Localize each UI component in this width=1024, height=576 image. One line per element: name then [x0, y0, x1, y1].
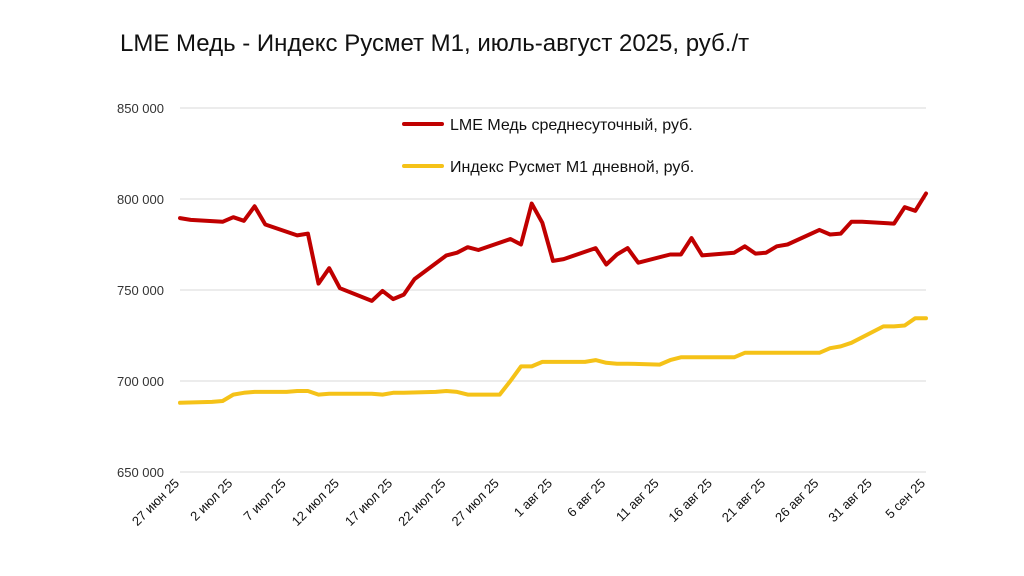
x-tick-label: 2 июл 25 [187, 476, 235, 524]
x-tick-label: 21 авг 25 [719, 476, 769, 526]
x-tick-label: 7 июл 25 [240, 476, 288, 524]
series-lines [178, 191, 928, 405]
legend: LME Медь среднесуточный, руб. Индекс Русм… [402, 117, 694, 176]
y-tick-label: 700 000 [117, 374, 164, 389]
series-line-rusmet-index [178, 316, 928, 405]
chart-title: LME Медь - Индекс Русмет М1, июль-август… [120, 30, 750, 57]
y-tick-label: 800 000 [117, 192, 164, 207]
x-tick-label: 16 авг 25 [665, 476, 715, 526]
x-tick-label: 26 авг 25 [772, 476, 822, 526]
x-tick-label: 31 авг 25 [825, 476, 875, 526]
y-tick-label: 650 000 [117, 465, 164, 480]
x-tick-label: 22 июл 25 [395, 476, 448, 529]
x-tick-label: 17 июл 25 [342, 476, 395, 529]
y-tick-label: 850 000 [117, 101, 164, 116]
legend-label: LME Медь среднесуточный, руб. [450, 117, 693, 134]
x-tick-label: 1 авг 25 [511, 476, 555, 520]
x-axis-ticks: 27 июн 25 2 июл 25 7 июл 25 12 июл 25 17 июл… [129, 476, 928, 529]
gridlines [180, 107, 926, 473]
x-tick-label: 11 авг 25 [613, 476, 662, 525]
x-tick-label: 27 июн 25 [129, 476, 182, 529]
x-tick-label: 27 июл 25 [448, 476, 501, 529]
series-line-lme-copper [178, 191, 928, 303]
legend-label: Индекс Русмет М1 дневной, руб. [450, 159, 694, 176]
y-tick-label: 750 000 [117, 283, 164, 298]
y-axis-ticks: 650 000 700 000 750 000 800 000 850 000 [117, 101, 164, 480]
x-tick-label: 5 сен 25 [882, 476, 928, 522]
x-tick-label: 12 июл 25 [289, 476, 342, 529]
x-tick-label: 6 авг 25 [564, 476, 608, 520]
